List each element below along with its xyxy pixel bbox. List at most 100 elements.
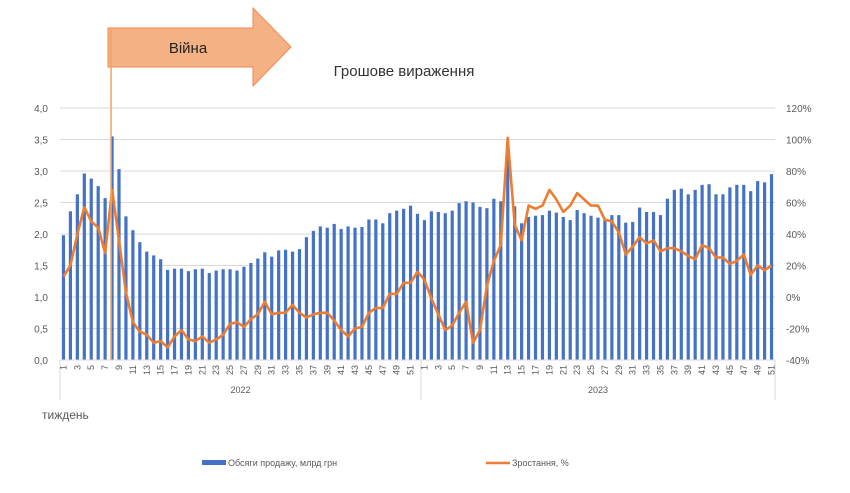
x-tick-label: 17 — [170, 365, 180, 375]
bar — [353, 227, 357, 360]
y-left-tick-label: 3,5 — [34, 136, 48, 147]
x-tick-label: 21 — [197, 365, 207, 375]
bar — [325, 227, 329, 360]
bar — [582, 213, 586, 360]
bar — [263, 252, 267, 360]
bar — [631, 222, 635, 360]
y-left-tick-label: 1,0 — [34, 293, 48, 304]
bar — [415, 213, 420, 360]
bar — [388, 213, 392, 360]
x-tick-label: 9 — [475, 365, 485, 370]
x-tick-label: 35 — [294, 365, 304, 375]
y-axis-left: 0,0 0,5 1,0 1,5 2,0 2,5 3,0 3,5 4,0 — [34, 104, 48, 367]
bar — [179, 268, 184, 360]
y-right-tick-label: 20% — [786, 262, 806, 273]
x-tick-label: 23 — [211, 365, 221, 375]
bar — [769, 174, 774, 360]
legend-label-bar: Обсяги продажу, млрд грн — [228, 458, 337, 468]
bar — [277, 250, 281, 360]
bar — [360, 227, 364, 360]
bar — [214, 270, 218, 360]
bar — [742, 184, 746, 360]
x-tick-label: 47 — [378, 365, 388, 375]
bar — [693, 189, 697, 360]
bar — [575, 210, 579, 360]
bar — [499, 201, 503, 360]
bar — [436, 211, 440, 360]
legend-swatch-bar — [202, 460, 226, 465]
x-tick-label: 17 — [531, 365, 541, 375]
legend: Обсяги продажу, млрд грн Зростання, % — [202, 458, 569, 468]
bar — [381, 223, 385, 360]
bar — [450, 210, 454, 360]
bar — [228, 269, 232, 360]
bar — [235, 270, 239, 360]
x-tick-label: 41 — [336, 365, 346, 375]
x-tick-label: 7 — [100, 365, 110, 370]
bar — [735, 184, 739, 360]
bar — [297, 249, 302, 360]
bar — [714, 194, 718, 360]
bar — [429, 211, 433, 360]
y-left-tick-label: 0,5 — [34, 325, 48, 336]
bar — [464, 201, 468, 360]
bar — [193, 269, 197, 360]
bar — [624, 222, 628, 360]
chart-title: Грошове вираження — [334, 63, 475, 80]
x-tick-label: 5 — [86, 365, 96, 370]
bar — [506, 152, 510, 360]
x-tick-label: 45 — [364, 365, 374, 375]
x-tick-label: 7 — [461, 365, 471, 370]
bar — [540, 215, 545, 360]
bar — [311, 230, 315, 360]
x-axis-label: тиждень — [42, 408, 89, 422]
x-tick-label: 49 — [753, 365, 763, 375]
y-right-tick-label: 80% — [786, 167, 806, 178]
bar — [471, 202, 475, 360]
x-tick-label: 27 — [239, 365, 249, 375]
bar — [513, 206, 517, 360]
x-tick-label: 15 — [517, 365, 527, 375]
bar — [520, 223, 524, 360]
bar — [561, 216, 565, 360]
x-tick-label: 37 — [669, 365, 679, 375]
bar — [82, 173, 86, 360]
bar — [658, 215, 663, 360]
bar — [367, 219, 371, 360]
y-right-tick-label: -20% — [786, 325, 809, 336]
bar — [318, 226, 322, 360]
x-tick-label: 49 — [392, 365, 402, 375]
bar — [478, 206, 482, 360]
bar — [256, 258, 260, 360]
bar — [457, 203, 461, 360]
x-tick-label: 31 — [628, 365, 638, 375]
y-axis-right: -40% -20% 0% 20% 40% 60% 80% 100% 120% — [786, 104, 812, 367]
x-tick-label: 25 — [586, 365, 596, 375]
bar — [644, 211, 649, 360]
bar — [374, 219, 378, 360]
x-tick-label: 3 — [433, 365, 443, 370]
war-annotation: Війна — [107, 6, 292, 360]
bar — [159, 259, 163, 360]
bar — [75, 194, 79, 360]
x-tick-label: 43 — [711, 365, 721, 375]
bar — [165, 269, 170, 360]
bar — [332, 223, 336, 360]
x-tick-label: 5 — [447, 365, 457, 370]
bar — [547, 210, 551, 360]
x-tick-label: 13 — [142, 365, 152, 375]
y-left-tick-label: 4,0 — [34, 104, 48, 115]
x-tick-label: 45 — [725, 365, 735, 375]
bar — [131, 230, 135, 360]
y-right-tick-label: 0% — [786, 293, 801, 304]
bar — [672, 189, 676, 360]
y-right-tick-label: 100% — [786, 136, 812, 147]
y-left-tick-label: 2,5 — [34, 199, 48, 210]
bar — [568, 220, 572, 360]
bar — [596, 217, 600, 360]
x-tick-label: 3 — [72, 365, 82, 370]
bar — [339, 228, 343, 360]
bar — [200, 268, 204, 360]
bar-series — [61, 136, 774, 360]
